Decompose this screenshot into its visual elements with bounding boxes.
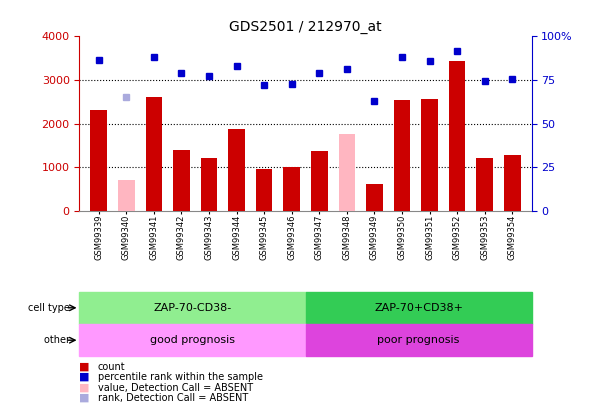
Bar (422, 99, 438, 211)
Bar (366, 184, 382, 211)
Text: percentile rank within the sample: percentile rank within the sample (98, 372, 263, 382)
Bar (477, 158, 493, 211)
Bar (306, 292, 532, 324)
Text: good prognosis: good prognosis (150, 335, 235, 345)
Text: GDS2501 / 212970_at: GDS2501 / 212970_at (229, 20, 382, 34)
Bar (201, 158, 218, 211)
Bar (229, 129, 245, 211)
Bar (284, 166, 300, 211)
Text: ■: ■ (79, 362, 90, 371)
Bar (79, 292, 306, 324)
Bar (311, 151, 327, 211)
Bar (173, 150, 189, 211)
Bar (306, 324, 532, 356)
Bar (393, 100, 410, 211)
Text: ■: ■ (79, 383, 90, 392)
Text: rank, Detection Call = ABSENT: rank, Detection Call = ABSENT (98, 393, 248, 403)
Bar (449, 61, 466, 211)
Text: ■: ■ (79, 393, 90, 403)
Bar (118, 180, 134, 211)
Text: poor prognosis: poor prognosis (378, 335, 459, 345)
Bar (256, 169, 273, 211)
Bar (338, 134, 355, 211)
Text: other: other (44, 335, 73, 345)
Text: ZAP-70+CD38+: ZAP-70+CD38+ (374, 303, 463, 313)
Text: ZAP-70-CD38-: ZAP-70-CD38- (153, 303, 232, 313)
Text: cell type: cell type (28, 303, 73, 313)
Bar (504, 155, 521, 211)
Text: count: count (98, 362, 125, 371)
Bar (145, 98, 162, 211)
Bar (79, 324, 306, 356)
Text: value, Detection Call = ABSENT: value, Detection Call = ABSENT (98, 383, 253, 392)
Text: ■: ■ (79, 372, 90, 382)
Bar (90, 111, 107, 211)
